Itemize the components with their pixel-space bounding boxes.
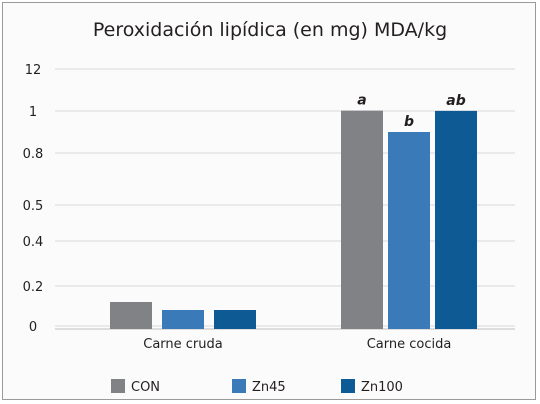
y-tick-label: 0.2: [23, 280, 44, 295]
chart-title: Peroxidación lipídica (en mg) MDA/kg: [92, 19, 448, 41]
y-tick-label: 0.8: [23, 147, 44, 162]
y-tick-label: 0.5: [23, 199, 44, 214]
y-tick-label: 0.4: [23, 235, 44, 250]
legend-label: Zn45: [252, 380, 286, 395]
bar: [435, 110, 477, 329]
category-label: Carne cruda: [143, 337, 222, 352]
legend-label: Zn100: [361, 380, 403, 395]
bar: [110, 302, 152, 329]
data-label: ab: [446, 93, 465, 109]
bar: [162, 310, 204, 329]
y-tick-label: 12: [25, 63, 42, 78]
bar: [214, 310, 256, 329]
bar: [341, 110, 383, 329]
data-label: b: [404, 114, 414, 130]
legend-swatch: [341, 379, 355, 393]
bar: [388, 132, 430, 329]
y-tick-label: 0: [29, 320, 37, 335]
legend-label: CON: [131, 380, 160, 395]
legend-swatch: [232, 379, 246, 393]
category-label: Carne cocida: [367, 337, 452, 352]
legend-swatch: [111, 379, 125, 393]
y-tick-label: 1: [29, 105, 37, 120]
chart-frame: Peroxidación lipídica (en mg) MDA/kg 0 0.…: [2, 2, 536, 400]
data-label: a: [357, 93, 366, 109]
